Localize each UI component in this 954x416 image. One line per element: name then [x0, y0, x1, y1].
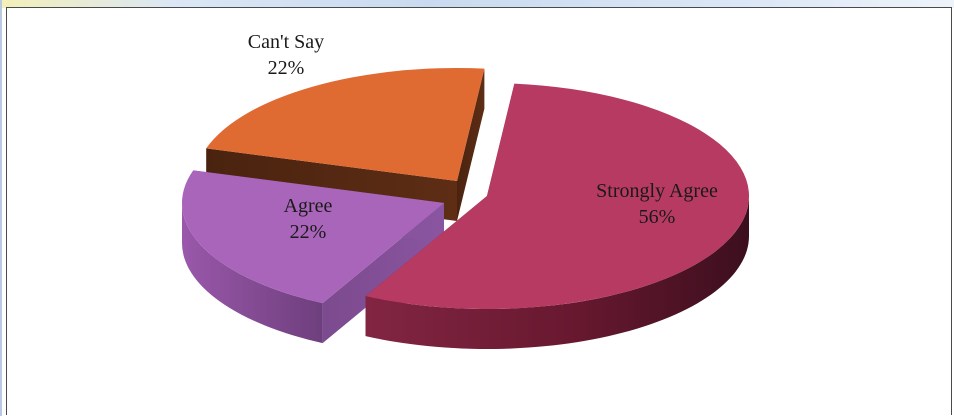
data-label-name-can-t-say: Can't Say: [248, 31, 324, 53]
slice-side-strongly-agree: [365, 196, 749, 349]
data-label-value-can-t-say: 22%: [268, 57, 305, 79]
data-label-value-strongly-agree: 56%: [639, 206, 676, 228]
slice-side-agree: [182, 203, 323, 344]
slice-top-strongly-agree: [365, 83, 750, 310]
slice-agree: [181, 170, 444, 344]
window-left-edge: [0, 0, 2, 416]
data-label-name-strongly-agree: Strongly Agree: [596, 180, 718, 202]
data-label-value-agree: 22%: [290, 221, 327, 243]
pie-slices: [181, 68, 750, 349]
pie-labels: Strongly Agree 56% Agree 22% Can't Say 22%: [248, 31, 718, 243]
slice-top-can-t-say: [206, 68, 485, 181]
window-top-strip: [0, 0, 954, 8]
data-label-name-agree: Agree: [284, 195, 333, 217]
slice-cut-face-can-t-say-1: [457, 68, 485, 222]
slice-top-agree: [181, 170, 444, 304]
slice-strongly-agree: [365, 83, 750, 349]
